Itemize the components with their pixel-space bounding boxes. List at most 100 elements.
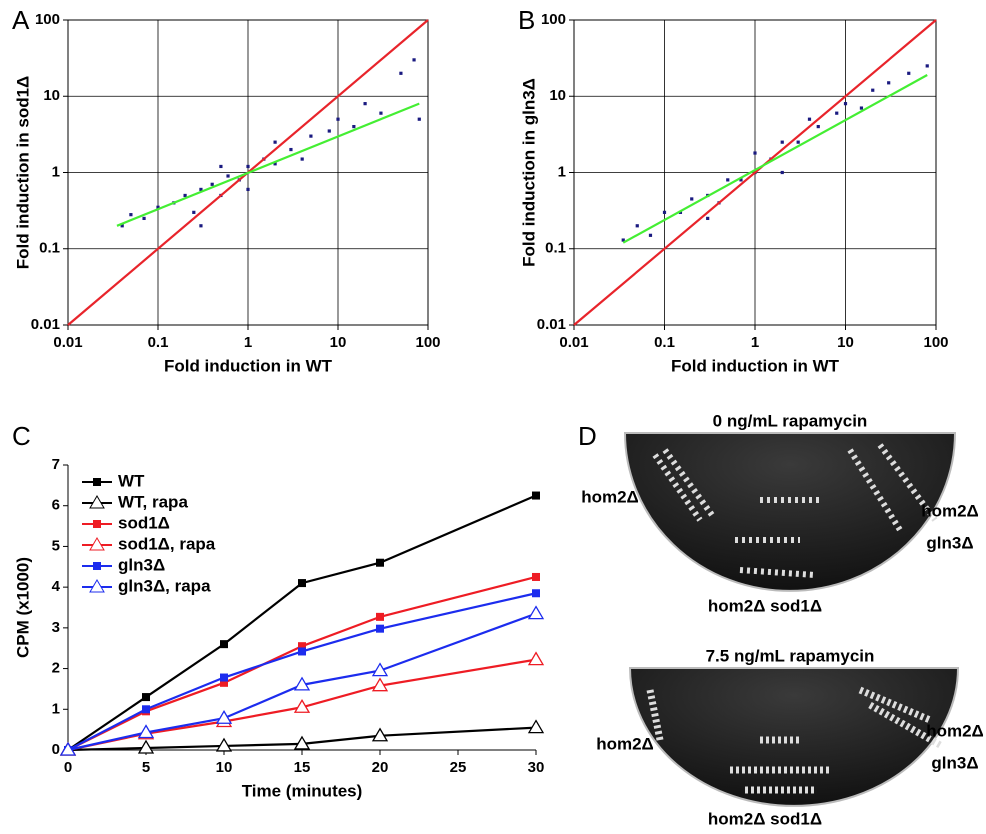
x-tick-label: 10 xyxy=(330,334,347,351)
x-tick-label: 0.01 xyxy=(53,334,82,351)
scatter-point xyxy=(363,102,367,106)
scatter-point xyxy=(246,187,250,192)
y-tick-label: 1 xyxy=(52,163,60,180)
scatter-point xyxy=(120,224,124,228)
x-axis-label: Time (minutes) xyxy=(242,781,363,800)
scatter-point xyxy=(219,164,223,169)
marker xyxy=(137,724,155,739)
x-tick-label: 10 xyxy=(216,759,233,776)
x-axis-label: Fold induction in WT xyxy=(164,356,333,375)
y-tick-label: 5 xyxy=(52,537,60,554)
x-tick-label: 0.01 xyxy=(559,334,588,351)
y-tick-label: 10 xyxy=(43,87,60,104)
marker xyxy=(371,727,389,742)
legend-label: WT, rapa xyxy=(118,492,188,511)
series-line xyxy=(67,726,537,752)
scatter-point xyxy=(621,238,625,242)
strain-label: hom2Δ xyxy=(596,734,654,753)
scatter-point xyxy=(129,213,133,217)
marker xyxy=(376,624,384,633)
legend-marker xyxy=(93,520,101,528)
y-tick-label: 10 xyxy=(549,87,566,104)
x-tick-label: 100 xyxy=(923,334,948,351)
reference-line xyxy=(622,74,928,244)
y-tick-label: 7 xyxy=(52,456,60,473)
marker xyxy=(527,719,545,734)
scatter-point xyxy=(273,162,277,166)
scatter-point xyxy=(289,147,293,152)
marker xyxy=(142,705,150,714)
marker xyxy=(220,673,228,682)
scatter-point xyxy=(336,117,340,121)
scatter-point xyxy=(379,111,383,115)
scatter-point xyxy=(192,210,196,214)
x-tick-label: 5 xyxy=(142,759,150,776)
strain-label: hom2Δ sod1Δ xyxy=(708,809,822,828)
marker xyxy=(532,572,540,581)
strain-label: hom2Δ xyxy=(926,721,984,740)
plot-frame xyxy=(573,19,937,326)
legend-marker xyxy=(89,579,105,593)
x-tick-label: 0.1 xyxy=(148,334,169,351)
marker xyxy=(142,693,150,702)
scatter-point xyxy=(739,178,743,182)
scatter-point xyxy=(199,187,203,192)
legend-marker xyxy=(89,537,105,551)
y-tick-label: 2 xyxy=(52,660,60,677)
scatter-point xyxy=(635,224,639,228)
x-tick-label: 30 xyxy=(528,759,545,776)
marker xyxy=(371,662,389,677)
y-tick-label: 0.01 xyxy=(31,316,60,333)
scatter-point xyxy=(796,140,800,144)
marker xyxy=(371,677,389,692)
scatter-point xyxy=(273,140,277,144)
plate-title: 0 ng/mL rapamycin xyxy=(713,411,868,430)
marker xyxy=(298,647,306,656)
legend-marker xyxy=(89,495,105,509)
legend-marker xyxy=(93,478,101,486)
x-tick-label: 100 xyxy=(415,334,440,351)
legend-label: gln3Δ, rapa xyxy=(118,576,211,595)
scatter-point xyxy=(780,140,784,144)
plate-photo xyxy=(623,432,960,807)
panel-label: A xyxy=(12,5,30,35)
panel-label: B xyxy=(518,5,535,35)
x-axis-label: Fold induction in WT xyxy=(671,356,840,375)
marker xyxy=(137,739,155,754)
legend-label: sod1Δ xyxy=(118,513,170,532)
marker xyxy=(215,737,233,752)
y-tick-label: 0 xyxy=(52,741,60,758)
scatter-point xyxy=(327,129,331,133)
scatter-point xyxy=(871,88,875,92)
y-tick-label: 4 xyxy=(52,578,61,595)
scatter-point xyxy=(417,117,421,121)
x-tick-label: 0 xyxy=(64,759,72,776)
plot-frame xyxy=(67,19,429,326)
reference-line xyxy=(573,19,937,326)
x-tick-label: 10 xyxy=(837,334,854,351)
scatter-point xyxy=(399,71,403,75)
panel-label: D xyxy=(578,421,597,451)
y-tick-label: 0.01 xyxy=(537,316,566,333)
marker xyxy=(298,642,306,651)
scatter-point xyxy=(690,197,694,201)
series-line xyxy=(67,494,537,751)
scatter-point xyxy=(300,157,304,161)
reference-line xyxy=(116,102,420,227)
marker xyxy=(293,698,311,713)
x-tick-label: 0.1 xyxy=(654,334,675,351)
scatter-point xyxy=(807,117,812,121)
y-tick-label: 1 xyxy=(52,700,60,717)
y-tick-label: 0.1 xyxy=(39,240,60,257)
strain-label: hom2Δ xyxy=(921,501,979,520)
y-tick-label: 1 xyxy=(558,163,566,180)
x-tick-label: 20 xyxy=(372,759,389,776)
series-line xyxy=(67,612,537,752)
legend-label: gln3Δ xyxy=(118,555,165,574)
scatter-point xyxy=(352,124,356,129)
scatter-point xyxy=(199,224,203,228)
y-tick-label: 100 xyxy=(35,11,60,28)
scatter-point xyxy=(142,216,146,221)
scatter-point xyxy=(412,58,416,62)
